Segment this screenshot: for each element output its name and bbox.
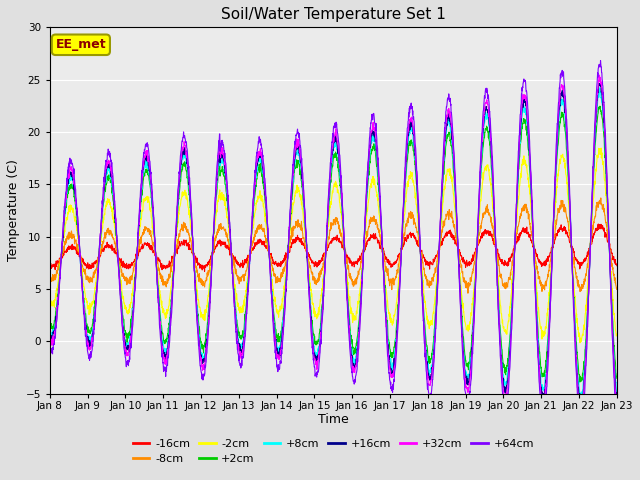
Legend: -16cm, -8cm, -2cm, +2cm, +8cm, +16cm, +32cm, +64cm: -16cm, -8cm, -2cm, +2cm, +8cm, +16cm, +3…	[129, 434, 538, 468]
X-axis label: Time: Time	[318, 413, 349, 426]
Title: Soil/Water Temperature Set 1: Soil/Water Temperature Set 1	[221, 7, 446, 22]
Text: EE_met: EE_met	[56, 38, 106, 51]
Y-axis label: Temperature (C): Temperature (C)	[7, 159, 20, 262]
